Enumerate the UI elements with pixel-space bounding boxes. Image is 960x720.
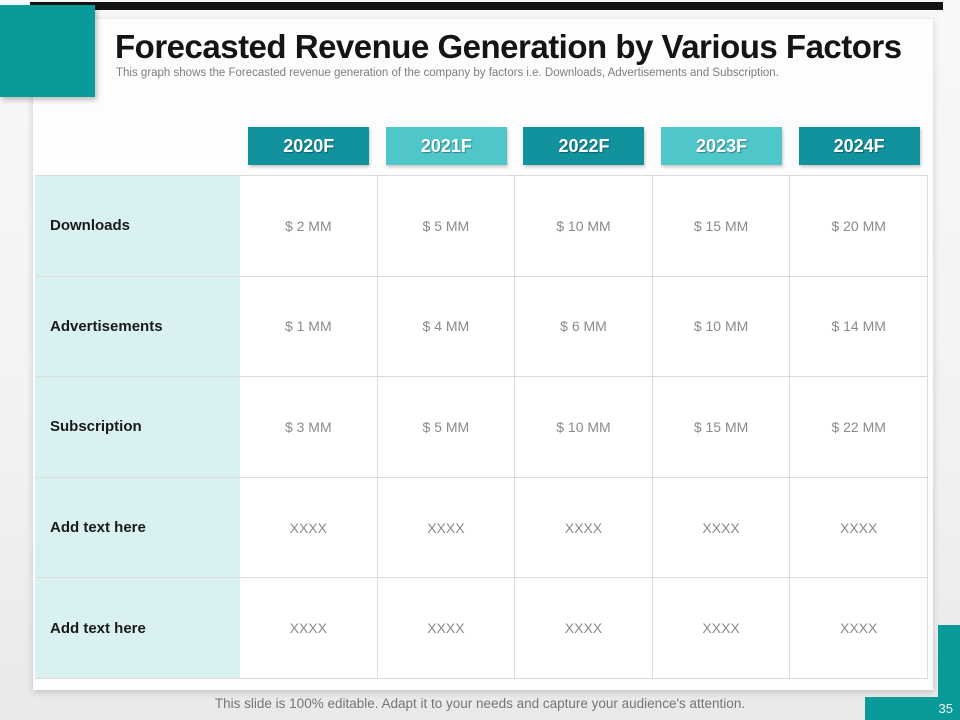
- value-cell: $ 4 MM: [377, 276, 516, 378]
- footer-note: This slide is 100% editable. Adapt it to…: [214, 696, 746, 711]
- page-subtitle: This graph shows the Forecasted revenue …: [116, 67, 779, 79]
- row-label: Add text here: [35, 578, 240, 679]
- page-number-bar: 35: [865, 697, 960, 720]
- value-cell: XXXX: [652, 578, 791, 679]
- year-chip-2022f: 2022F: [523, 127, 645, 165]
- revenue-table: Downloads $ 2 MM $ 5 MM $ 10 MM $ 15 MM $ 20 …: [35, 175, 928, 679]
- year-chip-slot: 2021F: [378, 127, 516, 165]
- year-header-row: 2020F 2021F 2022F 2023F 2024F: [240, 127, 928, 165]
- value-cell: $ 15 MM: [652, 377, 791, 478]
- value-cell: XXXX: [377, 477, 516, 579]
- value-cell: $ 6 MM: [515, 276, 653, 378]
- value-cell: $ 14 MM: [790, 276, 928, 378]
- value-cell: XXXX: [377, 578, 516, 679]
- row-label: Subscription: [35, 377, 240, 478]
- value-cell: XXXX: [790, 578, 928, 679]
- value-cell: $ 5 MM: [377, 377, 516, 478]
- page-title: Forecasted Revenue Generation by Various…: [115, 28, 902, 65]
- year-chip-2023f: 2023F: [661, 127, 783, 165]
- value-cell: XXXX: [240, 477, 378, 579]
- year-chip-slot: 2024F: [790, 127, 928, 165]
- row-label: Advertisements: [35, 276, 240, 378]
- value-cell: $ 10 MM: [515, 176, 653, 277]
- value-cell: $ 2 MM: [240, 176, 378, 277]
- value-cell: $ 22 MM: [790, 377, 928, 478]
- value-cell: $ 1 MM: [240, 276, 378, 378]
- value-cell: XXXX: [240, 578, 378, 679]
- row-label: Add text here: [35, 477, 240, 579]
- value-cell: $ 3 MM: [240, 377, 378, 478]
- value-cell: $ 10 MM: [515, 377, 653, 478]
- value-cell: XXXX: [515, 477, 653, 579]
- value-cell: XXXX: [652, 477, 791, 579]
- value-cell: XXXX: [515, 578, 653, 679]
- year-chip-slot: 2022F: [515, 127, 653, 165]
- page-number-strip: [938, 625, 960, 720]
- year-chip-2020f: 2020F: [248, 127, 370, 165]
- year-chip-2021f: 2021F: [385, 127, 507, 165]
- row-label: Downloads: [35, 176, 240, 277]
- value-cell: $ 15 MM: [652, 176, 791, 277]
- top-accent-bar: [30, 2, 943, 10]
- year-chip-slot: 2023F: [653, 127, 791, 165]
- page-number: 35: [938, 701, 953, 716]
- value-cell: XXXX: [790, 477, 928, 579]
- year-chip-slot: 2020F: [240, 127, 378, 165]
- value-cell: $ 5 MM: [377, 176, 516, 277]
- year-chip-2024f: 2024F: [798, 127, 920, 165]
- value-cell: $ 20 MM: [790, 176, 928, 277]
- value-cell: $ 10 MM: [652, 276, 791, 378]
- teal-accent-square: [0, 5, 95, 97]
